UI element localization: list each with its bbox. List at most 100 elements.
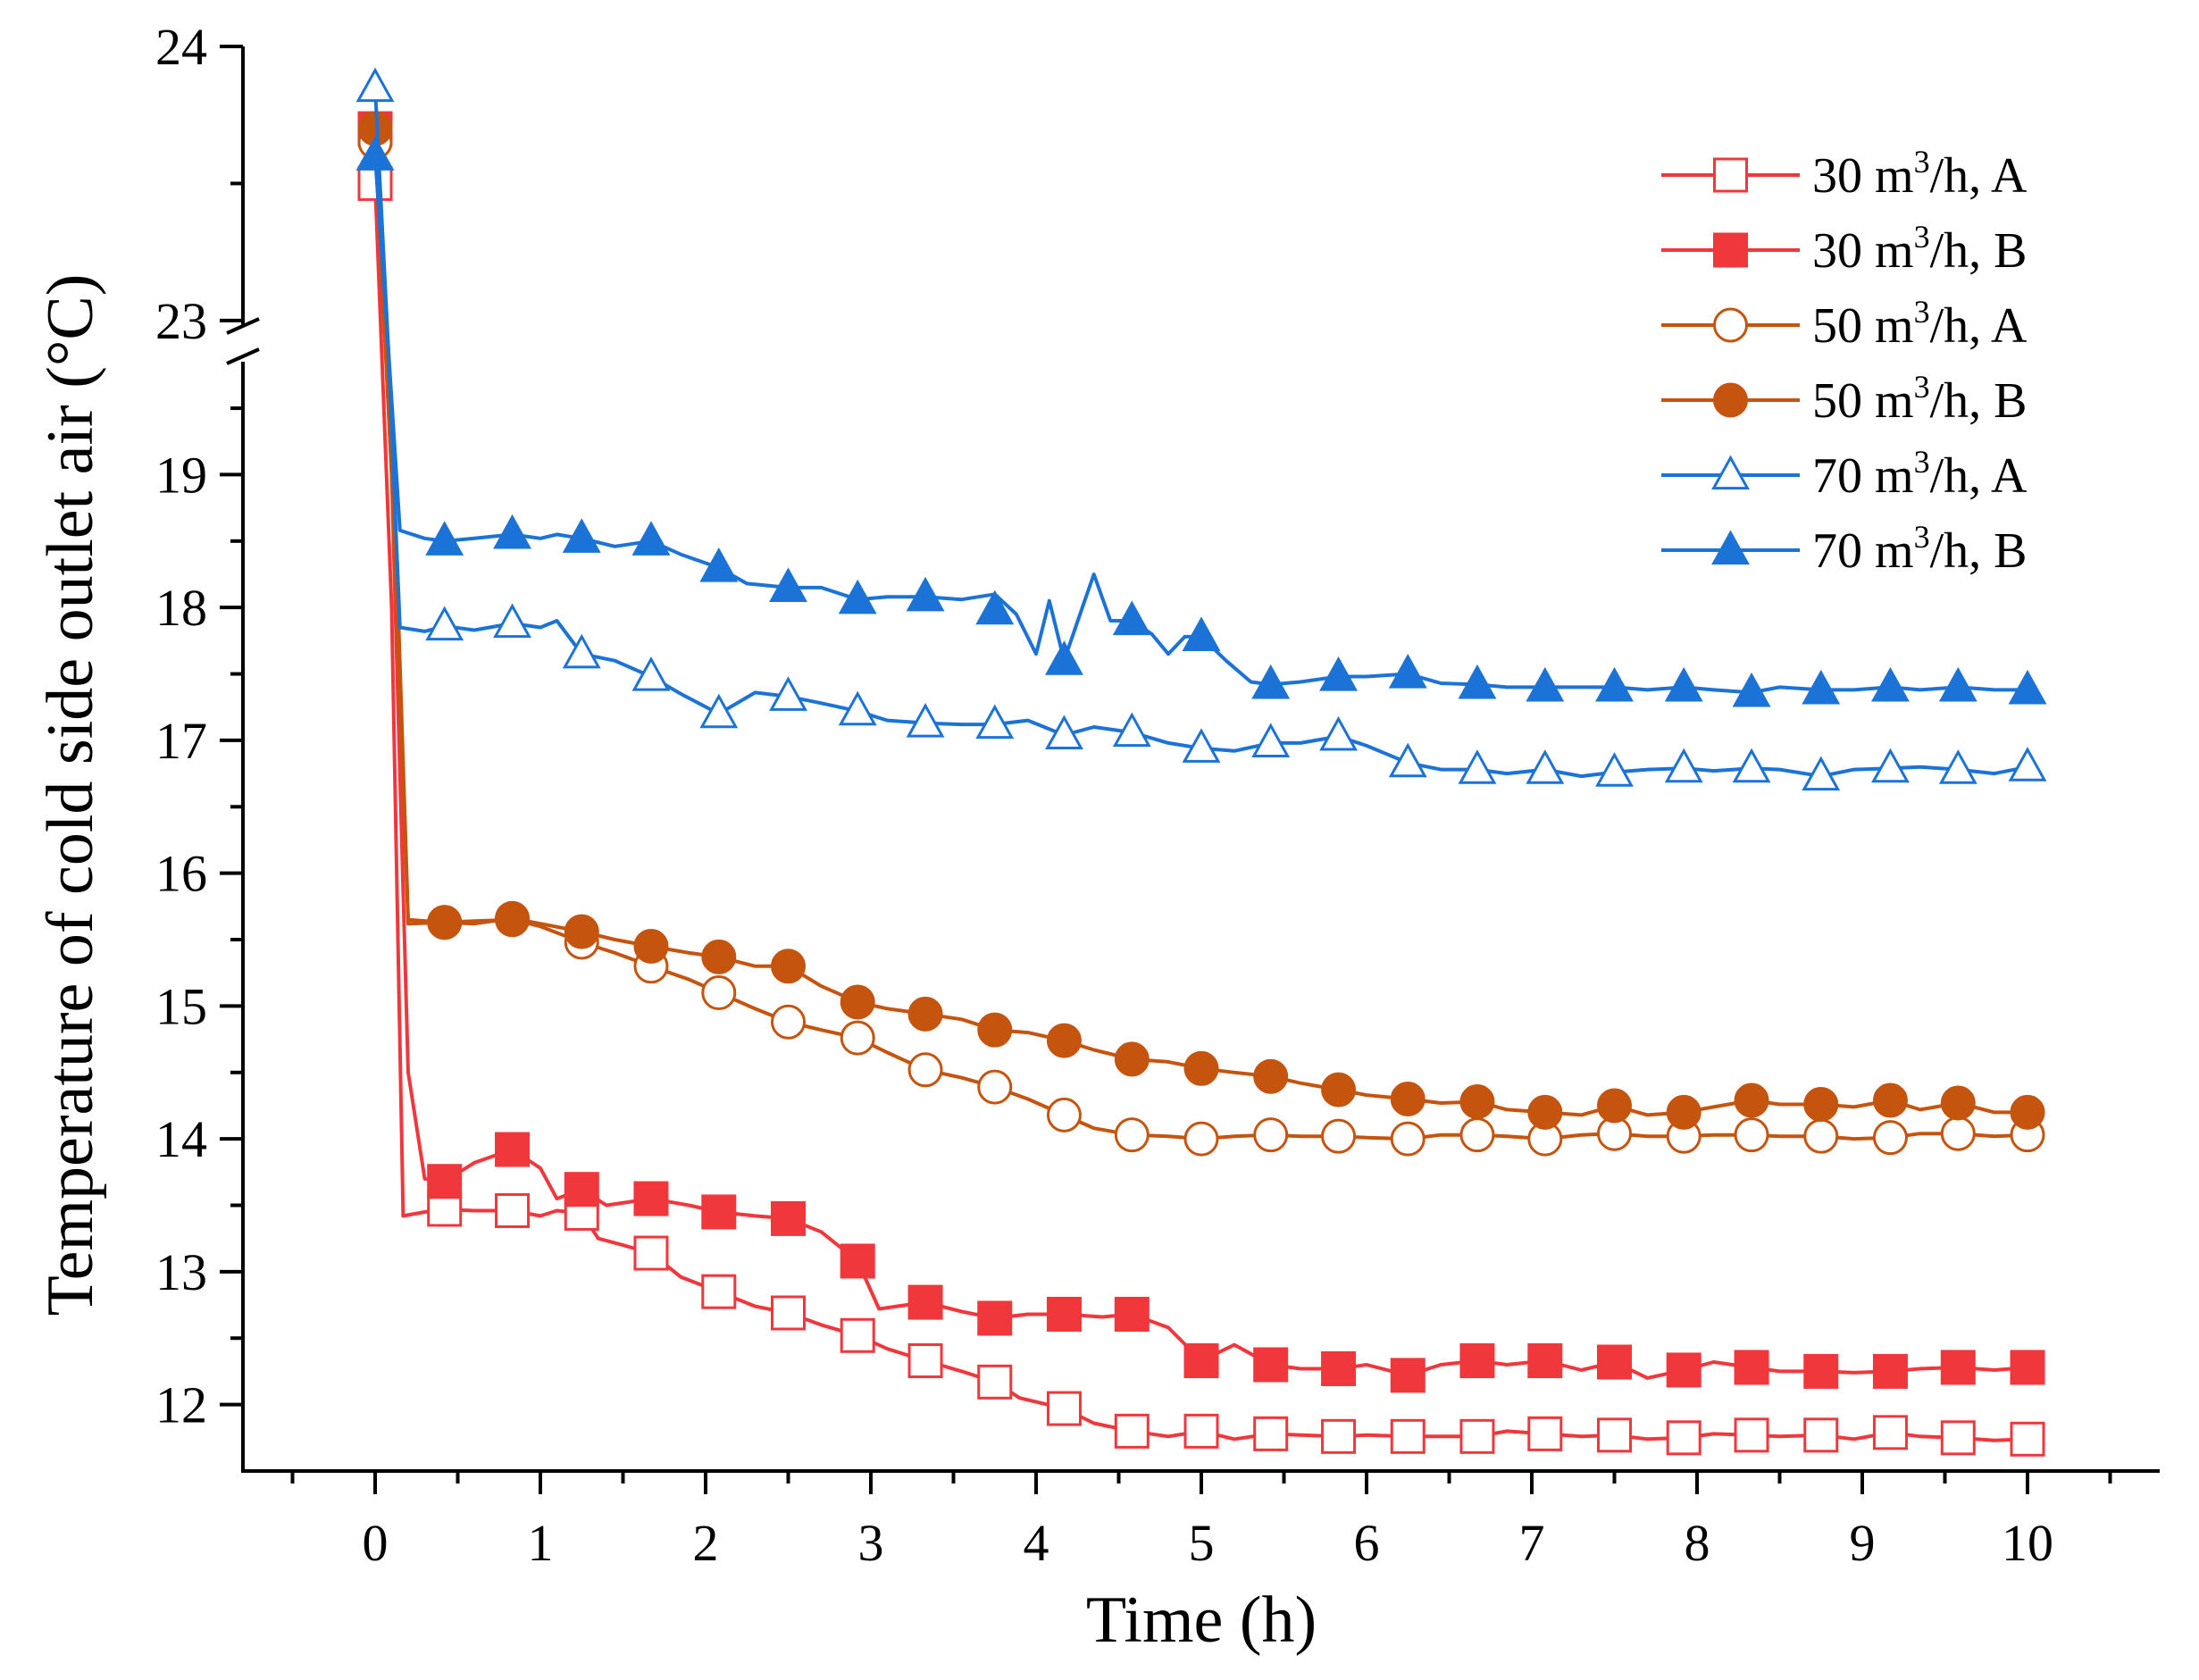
x-tick-label: 5 [1189,1514,1215,1572]
data-point [1390,1418,1426,1454]
data-point [907,1052,943,1088]
data-point [906,576,945,612]
data-point [2010,1421,2045,1457]
data-point [1734,1082,1769,1118]
data-point [631,521,671,556]
series-4 [357,111,2045,1130]
data-point [427,905,463,940]
data-point [1734,1350,1769,1385]
data-point [1459,1418,1495,1454]
data-point [1390,1082,1426,1117]
data-point [1664,666,1703,702]
data-point [1183,1343,1219,1379]
data-point [1940,1350,1976,1385]
data-point [975,704,1015,740]
data-point [562,633,601,669]
data-point [1940,1420,1976,1456]
legend-item: 30 m3/h, B [1661,219,2027,279]
data-point [631,656,671,691]
data-point [1183,1413,1219,1449]
data-point [425,606,464,641]
x-tick-label: 1 [528,1514,554,1572]
data-point [975,589,1015,625]
x-tick-label: 2 [693,1514,719,1572]
data-point [1458,664,1497,699]
data-point [907,996,943,1032]
legend-swatch-marker [1713,232,1748,268]
data-point [493,603,531,639]
data-point [701,1194,737,1230]
legend-swatch-marker [1711,455,1750,490]
data-point [1940,1085,1976,1121]
data-point [1114,1041,1150,1077]
series-line [373,183,2028,1442]
data-point [1046,1097,1082,1133]
data-point [1871,748,1910,783]
x-tick-label: 9 [1850,1514,1876,1572]
data-point [1732,672,1771,707]
y-tick-label: 17 [155,712,207,770]
data-point [633,928,669,964]
legend-item: 30 m3/h, A [1661,144,2028,204]
data-point [1526,666,1565,702]
data-point [840,984,875,1020]
data-point [1940,1116,1976,1151]
data-point [493,514,531,549]
data-point [633,1235,669,1271]
data-point [495,1192,531,1228]
legend-swatch-marker [1713,382,1748,418]
data-point [1112,600,1151,636]
data-point [1734,1417,1769,1453]
data-point [1321,1418,1357,1454]
data-point [1045,640,1083,675]
data-point [1872,1415,1908,1450]
legend-item: 70 m3/h, A [1661,444,2028,504]
axis-break-mark [226,317,260,335]
data-point [1803,1417,1839,1453]
data-point [1458,749,1497,784]
data-point [1597,1417,1632,1453]
data-point [1527,1416,1563,1451]
data-point [1938,749,1977,784]
data-point [1253,1058,1289,1094]
series-6 [355,136,2047,707]
y-tick-label: 15 [155,977,207,1035]
data-point [1251,664,1291,699]
data-point [1114,1413,1150,1449]
legend-swatch-marker [1713,307,1748,343]
y-tick-label: 18 [155,579,207,637]
data-point [495,900,531,936]
data-point [1251,723,1291,757]
data-point [840,1243,875,1279]
data-point [1527,1343,1563,1379]
legend-label: 70 m3/h, B [1812,519,2027,579]
data-point [495,1132,531,1167]
data-point [564,914,599,949]
data-point [1803,1353,1839,1389]
series-1 [357,165,2045,1457]
legend-label: 30 m3/h, A [1812,144,2028,204]
legend-label: 50 m3/h, A [1812,294,2028,354]
legend-swatch-marker [1711,530,1750,565]
series-5 [355,67,2047,791]
y-axis-title: Temperature of cold side outlet air (°C) [34,274,107,1316]
data-point [771,1200,806,1236]
data-point [1388,742,1427,778]
data-point [1182,728,1221,763]
x-tick-label: 4 [1024,1514,1049,1572]
data-point [1182,616,1221,651]
data-point [1321,1350,1357,1386]
data-point [1666,1352,1702,1388]
data-point [771,949,806,984]
data-point [355,67,395,103]
data-point [1319,656,1358,691]
data-point [1872,1353,1908,1389]
data-point [769,567,807,602]
legend-label: 70 m3/h, A [1812,444,2028,504]
data-point [1390,1121,1426,1157]
x-tick-label: 8 [1685,1514,1710,1572]
x-tick-label: 10 [2002,1514,2053,1572]
data-point [699,693,739,729]
data-point [1732,748,1771,783]
